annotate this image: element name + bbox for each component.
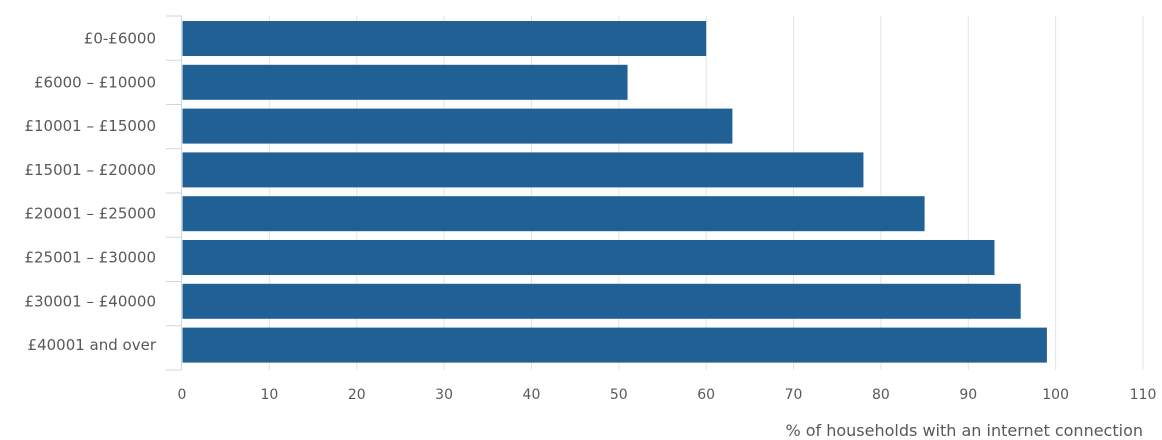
category-label-0: £0-£6000	[84, 30, 156, 48]
bar-6	[182, 283, 1021, 319]
x-tick-label-20: 20	[348, 387, 366, 403]
category-label-2: £10001 – £15000	[24, 117, 156, 135]
x-tick-labels: 0 10 20 30 40 50 60 70 80 90 100 110	[178, 387, 1157, 403]
x-tick-label-30: 30	[435, 387, 453, 403]
x-tick-label-110: 110	[1130, 387, 1157, 403]
x-tick-label-100: 100	[1042, 387, 1069, 403]
bar-1	[182, 64, 628, 100]
x-tick-label-0: 0	[178, 387, 187, 403]
category-label-6: £30001 – £40000	[24, 292, 156, 310]
x-tick-label-10: 10	[260, 387, 278, 403]
x-tick-label-80: 80	[872, 387, 890, 403]
x-tick-label-40: 40	[523, 387, 541, 403]
bar-7	[182, 327, 1047, 363]
x-axis-title: % of households with an internet connect…	[785, 421, 1143, 440]
category-labels: £0-£6000 £6000 – £10000 £10001 – £15000 £15…	[24, 30, 156, 355]
x-tick-label-50: 50	[610, 387, 628, 403]
bar-2	[182, 108, 733, 144]
category-label-3: £15001 – £20000	[24, 161, 156, 179]
category-label-4: £20001 – £25000	[24, 205, 156, 223]
x-tick-label-90: 90	[959, 387, 977, 403]
bars	[182, 21, 1047, 363]
category-label-1: £6000 – £10000	[34, 73, 156, 91]
bar-3	[182, 152, 864, 188]
x-tick-label-60: 60	[697, 387, 715, 403]
category-label-5: £25001 – £30000	[24, 249, 156, 267]
bar-0	[182, 21, 707, 56]
category-label-7: £40001 and over	[28, 336, 157, 354]
bar-5	[182, 240, 995, 275]
axes	[166, 15, 182, 371]
bar-4	[182, 196, 925, 232]
x-tick-label-70: 70	[785, 387, 803, 403]
